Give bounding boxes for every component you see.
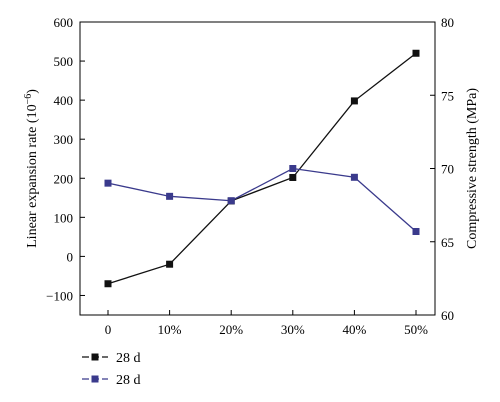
series-1-line: [107, 52, 417, 285]
left-tick-label: 600: [54, 15, 74, 30]
series-2-point: [166, 192, 174, 200]
x-tick-label: 0: [105, 322, 112, 337]
left-tick-label: 200: [54, 171, 74, 186]
left-tick-label: 400: [54, 93, 74, 108]
x-tick-label: 30%: [281, 322, 305, 337]
series-2-point: [104, 179, 112, 187]
right-axis-label: Compressive strength (MPa): [465, 88, 480, 249]
legend: 28 d 28 d: [82, 351, 141, 388]
x-tick-label: 20%: [219, 322, 243, 337]
x-tick-label: 10%: [158, 322, 182, 337]
series-1-point: [104, 280, 112, 288]
left-axis-label-exponent: −6: [23, 94, 34, 105]
right-tick-label: 65: [441, 235, 454, 250]
legend-label-1: 28 d: [116, 351, 141, 366]
series-1-point: [289, 173, 297, 181]
series-2-point: [412, 227, 420, 235]
series-layer: [104, 49, 420, 288]
left-axis-ticks: −100 0 100 200 300 400 500 600: [46, 15, 85, 303]
series-1-point: [166, 260, 174, 268]
x-tick-label: 40%: [342, 322, 366, 337]
plot-frame: [79, 21, 436, 316]
series-1-point: [412, 49, 420, 57]
series-1-point: [350, 97, 358, 105]
series-2-point: [289, 165, 297, 172]
x-axis-ticks: 0 10% 20% 30% 40% 50%: [105, 310, 428, 337]
legend-marker-1: [91, 353, 99, 361]
right-tick-label: 60: [441, 308, 454, 323]
legend-marker-2: [91, 375, 99, 383]
left-tick-label: 300: [54, 132, 74, 147]
right-tick-label: 80: [441, 15, 454, 30]
series-2-line: [107, 167, 417, 232]
series-2-point: [227, 197, 235, 205]
left-axis-label-close: ): [25, 89, 40, 94]
legend-label-2: 28 d: [116, 373, 141, 388]
right-tick-label: 70: [441, 162, 454, 177]
left-axis-label: Linear expansion rate (10−6): [23, 89, 40, 248]
right-axis-ticks: 60 65 70 75 80: [430, 15, 454, 323]
right-tick-label: 75: [441, 88, 454, 103]
left-tick-label: 500: [54, 54, 74, 69]
left-tick-label: 0: [67, 249, 74, 264]
left-tick-label: −100: [46, 288, 73, 303]
x-tick-label: 50%: [404, 322, 428, 337]
left-tick-label: 100: [54, 210, 74, 225]
series-2-point: [350, 173, 358, 181]
